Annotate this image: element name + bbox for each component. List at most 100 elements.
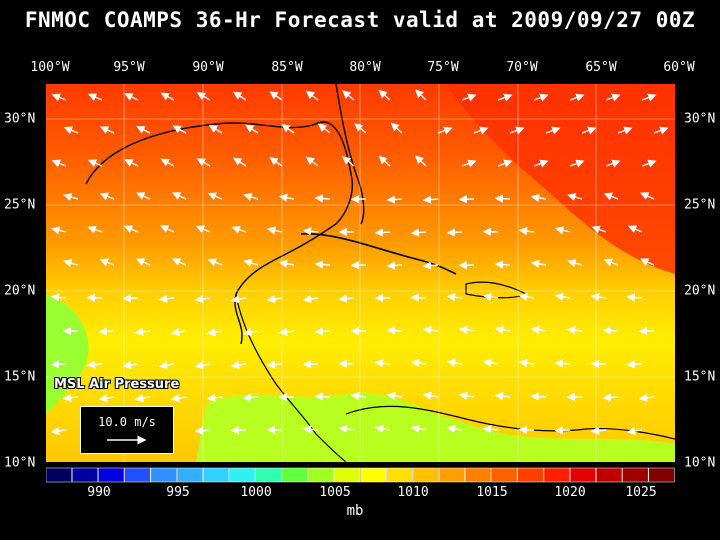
colorbar — [46, 467, 675, 483]
wind-arrow — [410, 228, 427, 237]
colorbar-swatch — [307, 467, 334, 483]
wind-arrow — [314, 194, 331, 203]
wind-arrow — [50, 293, 67, 302]
wind-arrow — [378, 89, 391, 101]
lat-label: 20°N — [684, 283, 716, 299]
wind-arrow — [87, 225, 103, 234]
lat-label: 20°N — [4, 283, 36, 299]
wind-arrow — [206, 328, 223, 337]
wind-arrow — [243, 192, 259, 201]
wind-arrow — [602, 393, 619, 402]
wind-arrow — [136, 192, 151, 200]
wind-arrow — [378, 155, 391, 167]
wind-arrow — [518, 358, 535, 368]
wind-arrow — [415, 89, 427, 101]
wind-arrow — [267, 226, 283, 235]
lon-label: 90°W — [192, 60, 224, 75]
wind-arrow — [160, 92, 175, 101]
wind-arrow — [278, 193, 295, 202]
colorbar-swatch — [229, 467, 256, 483]
wind-arrow — [374, 228, 391, 237]
lat-label: 25°N — [4, 197, 36, 213]
wind-arrow — [123, 225, 139, 234]
wind-arrow — [533, 93, 549, 102]
wind-arrow — [638, 393, 655, 403]
wind-arrow — [617, 126, 633, 135]
wind-arrow — [281, 123, 295, 134]
wind-arrow — [63, 259, 79, 268]
map-title: FNMOC COAMPS 36-Hr Forecast valid at 200… — [24, 8, 696, 32]
wind-arrow — [314, 260, 331, 269]
wind-arrow — [494, 391, 511, 401]
wind-arrow — [158, 294, 175, 303]
wind-arrow — [446, 293, 463, 302]
wind-arrow — [233, 91, 247, 101]
colorbar-swatch — [465, 467, 492, 483]
wind-arrow — [63, 193, 79, 202]
wind-arrow — [338, 359, 355, 368]
lon-label: 85°W — [271, 60, 303, 75]
wind-legend-box: 10.0 m/s — [80, 406, 174, 454]
colorbar-swatch — [596, 467, 623, 483]
wind-arrow — [554, 359, 571, 368]
wind-arrow — [231, 225, 247, 234]
wind-arrow — [207, 192, 223, 201]
wind-arrow — [196, 92, 211, 101]
colorbar-swatch — [150, 467, 177, 483]
colorbar-label: 1025 — [625, 485, 657, 500]
wind-arrow — [446, 358, 463, 367]
colorbar-swatch — [255, 467, 282, 483]
wind-arrow — [122, 360, 139, 370]
wind-arrow — [245, 124, 259, 134]
wind-arrow — [458, 195, 475, 204]
wind-arrow — [590, 292, 607, 302]
wind-arrow — [473, 126, 489, 135]
colorbar-label: 1010 — [397, 485, 429, 500]
graticule — [46, 84, 675, 462]
wind-arrow — [86, 360, 103, 369]
pressure-map — [46, 84, 675, 462]
wind-arrow — [305, 90, 319, 101]
wind-arrow — [422, 325, 439, 335]
wind-arrow — [230, 360, 247, 370]
wind-arrow — [461, 93, 477, 102]
wind-arrow — [160, 225, 175, 233]
colorbar-swatch — [71, 467, 99, 483]
wind-arrow — [136, 258, 151, 266]
wind-arrow — [386, 391, 403, 401]
wind-arrow — [194, 426, 211, 435]
wind-arrow — [338, 424, 355, 434]
colorbar-swatch — [517, 467, 544, 483]
wind-arrow — [194, 294, 211, 304]
colorbar-swatch — [176, 467, 203, 483]
colorbar-label: 1020 — [554, 485, 586, 500]
wind-arrow — [160, 158, 175, 167]
colorbar-swatch — [46, 467, 72, 483]
wind-arrow — [243, 258, 259, 267]
wind-arrow — [99, 258, 115, 267]
wind-arrow — [605, 159, 621, 168]
wind-arrow — [269, 157, 283, 167]
wind-arrow — [640, 258, 655, 266]
wind-arrow — [158, 361, 175, 370]
wind-arrow — [314, 327, 331, 336]
wind-arrow — [98, 327, 115, 336]
wind-arrow — [51, 93, 67, 102]
wind-arrow — [302, 425, 319, 434]
colorbar-swatch — [491, 467, 518, 483]
wind-arrow — [134, 394, 151, 403]
lat-label: 10°N — [4, 455, 36, 471]
wind-arrow — [136, 126, 151, 134]
wind-arrow — [497, 93, 513, 102]
wind-arrow — [569, 159, 585, 168]
colorbar-swatch — [98, 467, 125, 483]
wind-arrow — [314, 392, 331, 401]
wind-arrow — [242, 328, 259, 337]
south-america-coastline — [345, 405, 675, 440]
high-pressure-region — [446, 84, 675, 274]
wind-arrow — [567, 193, 583, 202]
wind-arrow — [50, 426, 67, 436]
west-green-region — [46, 294, 89, 414]
wind-arrow — [458, 391, 475, 400]
wind-arrow — [302, 294, 319, 304]
